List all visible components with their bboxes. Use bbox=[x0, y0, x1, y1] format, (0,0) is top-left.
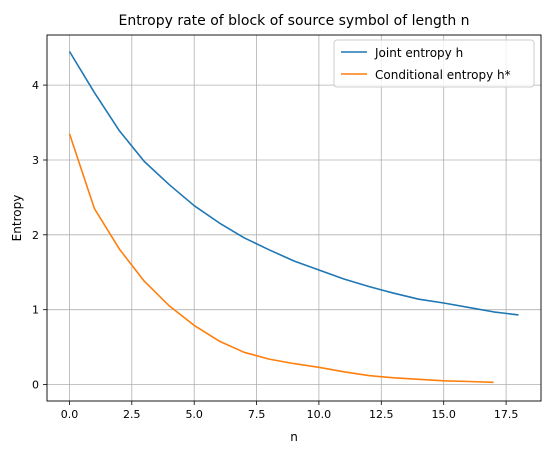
x-tick-label: 5.0 bbox=[185, 408, 203, 421]
x-tick-label: 10.0 bbox=[307, 408, 332, 421]
y-tick-label: 1 bbox=[32, 304, 39, 317]
y-tick-label: 2 bbox=[32, 229, 39, 242]
x-tick-label: 17.5 bbox=[494, 408, 519, 421]
x-tick-label: 12.5 bbox=[369, 408, 394, 421]
chart-title: Entropy rate of block of source symbol o… bbox=[118, 13, 469, 29]
y-axis-ticks: 0 1 2 3 4 bbox=[32, 79, 47, 392]
legend-label-joint-entropy: Joint entropy h bbox=[374, 46, 463, 60]
y-tick-label: 3 bbox=[32, 154, 39, 167]
x-axis-label: n bbox=[290, 430, 298, 444]
y-tick-label: 4 bbox=[32, 79, 39, 92]
x-axis-ticks: 0.0 2.5 5.0 7.5 10.0 12.5 15.0 17.5 bbox=[61, 401, 519, 421]
x-tick-label: 15.0 bbox=[431, 408, 456, 421]
x-tick-label: 0.0 bbox=[61, 408, 79, 421]
legend-label-conditional-entropy: Conditional entropy h* bbox=[375, 68, 511, 82]
legend: Joint entropy h Conditional entropy h* bbox=[333, 39, 535, 88]
y-tick-label: 0 bbox=[32, 379, 39, 392]
series-line-joint-entropy bbox=[68, 51, 519, 316]
legend-frame bbox=[333, 39, 535, 88]
grid bbox=[47, 35, 541, 401]
y-axis-label: Entropy bbox=[10, 195, 24, 242]
series-line-conditional-entropy bbox=[68, 133, 494, 384]
x-tick-label: 7.5 bbox=[248, 408, 266, 421]
plot-area bbox=[47, 35, 541, 401]
plot-frame bbox=[46, 34, 542, 402]
x-tick-label: 2.5 bbox=[123, 408, 141, 421]
series-layer bbox=[68, 51, 519, 384]
